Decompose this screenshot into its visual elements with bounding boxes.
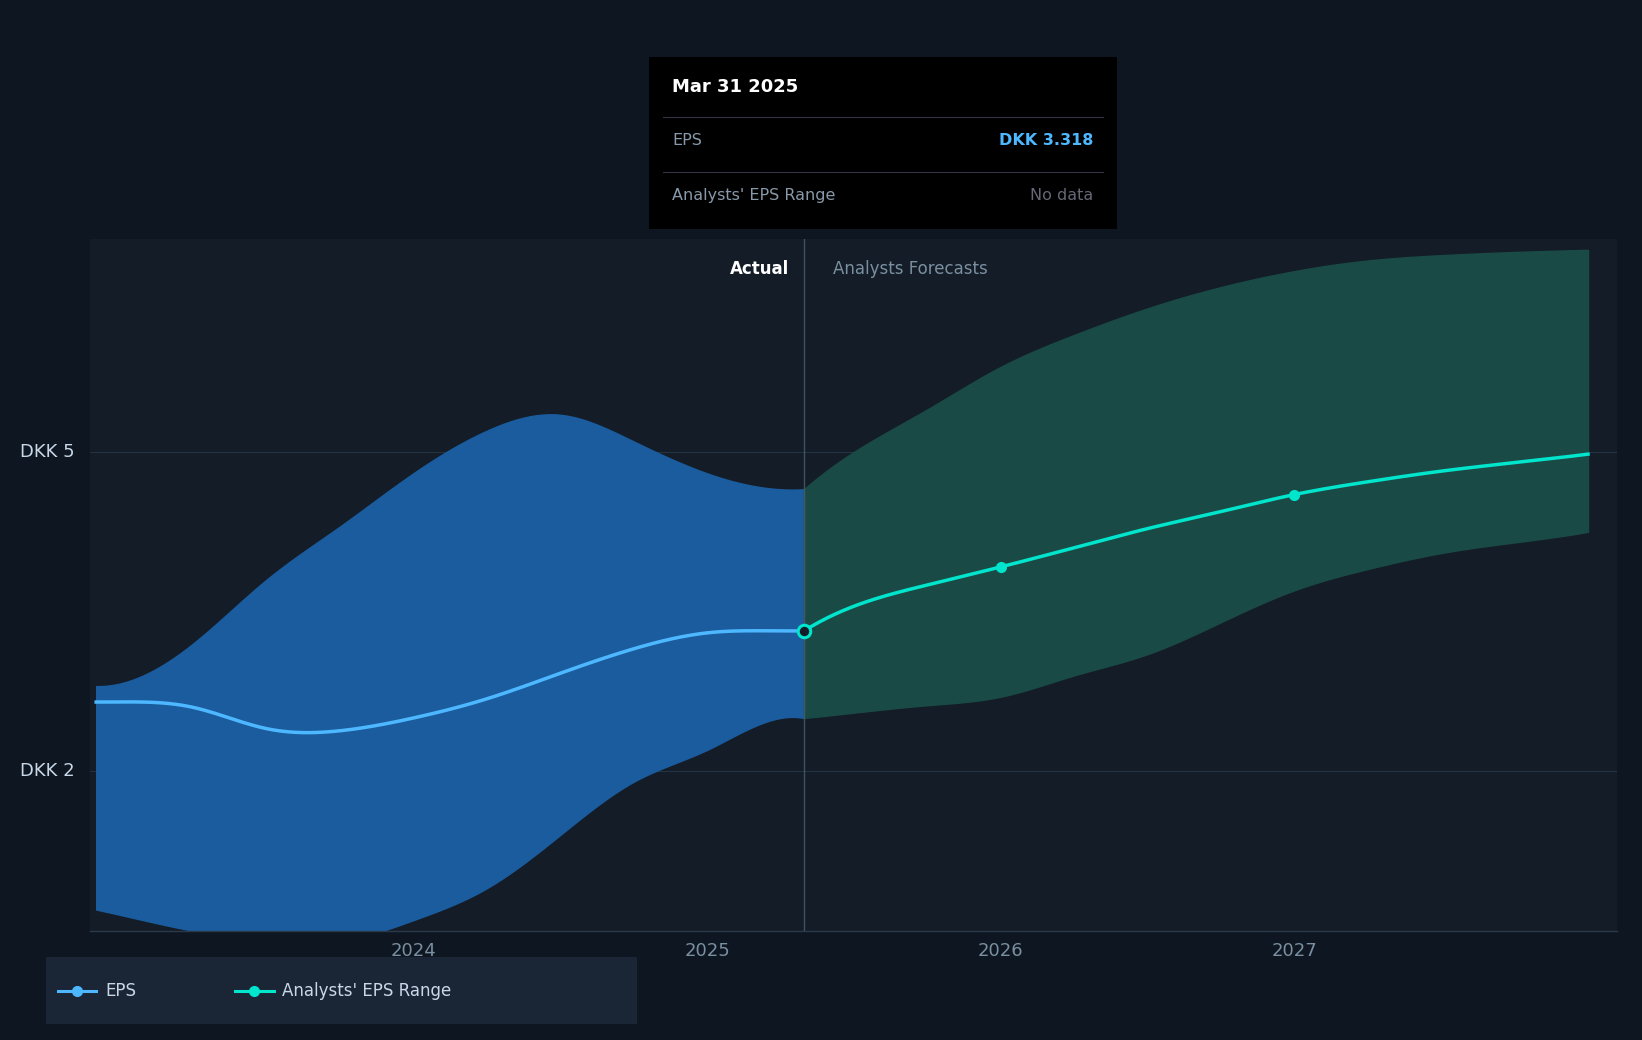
Text: No data: No data [1030, 187, 1094, 203]
Text: Actual: Actual [731, 260, 790, 279]
Text: Analysts Forecasts: Analysts Forecasts [832, 260, 988, 279]
Text: Analysts' EPS Range: Analysts' EPS Range [282, 982, 452, 999]
Text: EPS: EPS [105, 982, 136, 999]
Text: DKK 3.318: DKK 3.318 [998, 133, 1094, 148]
Text: Analysts' EPS Range: Analysts' EPS Range [672, 187, 836, 203]
Text: EPS: EPS [672, 133, 701, 148]
Text: DKK 2: DKK 2 [20, 762, 74, 780]
Text: Mar 31 2025: Mar 31 2025 [672, 78, 798, 96]
Text: DKK 5: DKK 5 [20, 443, 74, 461]
